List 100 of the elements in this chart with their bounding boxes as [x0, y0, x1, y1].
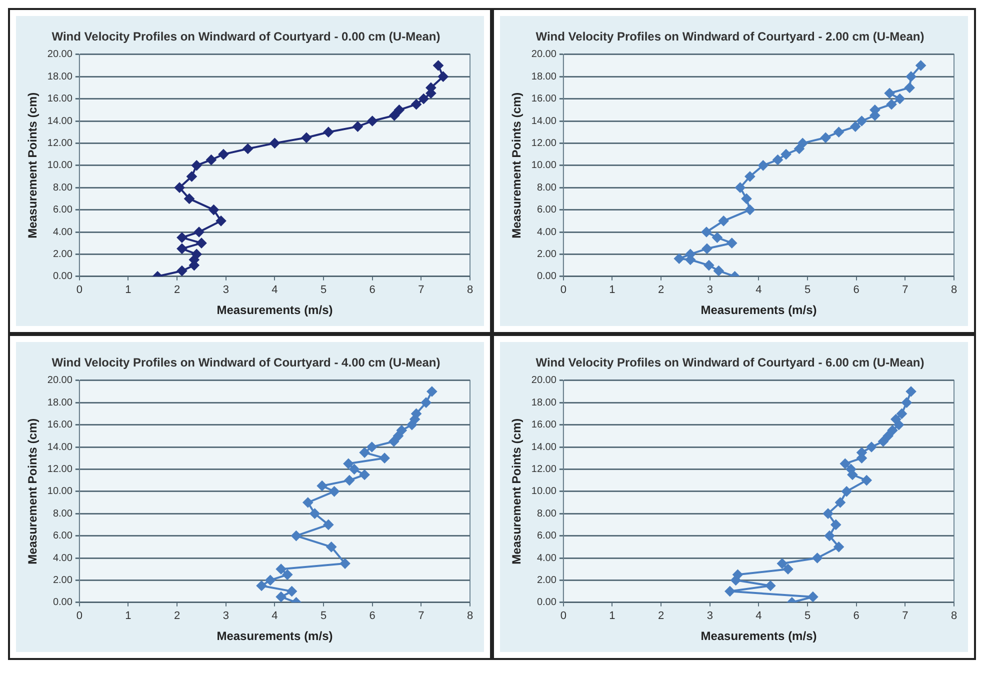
x-tick-label: 2 [174, 284, 180, 296]
x-tick-label: 2 [174, 610, 180, 622]
point [418, 94, 429, 104]
x-tick-label: 1 [125, 284, 132, 296]
point [282, 570, 292, 580]
point [343, 458, 354, 469]
point [735, 182, 746, 193]
point [323, 127, 334, 138]
point [426, 386, 437, 396]
point [884, 88, 895, 98]
y-tick-label: 6.00 [536, 530, 557, 542]
x-tick-label: 8 [950, 284, 958, 296]
point [323, 520, 334, 530]
point [906, 72, 916, 82]
point [732, 570, 743, 580]
point [896, 408, 907, 419]
y-tick-label: 16.00 [47, 94, 73, 105]
point [783, 564, 794, 574]
y-tick-label: 4.00 [536, 552, 557, 564]
point [270, 138, 280, 148]
chart-title: Wind Velocity Profiles on Windward of Courtyard - 2.00 cm (U-Mean) [536, 30, 924, 44]
y-tick-label: 6.00 [536, 204, 557, 216]
x-axis-title: Measurements (m/s) [216, 303, 333, 318]
y-tick-label: 18.00 [531, 71, 557, 82]
y-tick-label: 0.00 [536, 271, 557, 282]
point [812, 553, 822, 563]
y-tick-label: 18.00 [47, 71, 73, 82]
x-tick-label: 0 [76, 284, 82, 296]
point [317, 480, 328, 491]
point [674, 254, 684, 264]
point [890, 414, 901, 424]
chart-title: Wind Velocity Profiles on Windward of Courtyard - 4.00 cm (U-Mean) [52, 356, 440, 370]
point [265, 575, 276, 586]
x-tick-label: 5 [804, 610, 811, 622]
point [301, 132, 312, 143]
x-axis-title: Measurements (m/s) [700, 629, 817, 644]
x-tick-label: 2 [658, 610, 664, 622]
point [286, 586, 297, 596]
point [742, 194, 752, 204]
point [184, 194, 194, 204]
point [393, 430, 404, 441]
y-tick-label: 2.00 [52, 248, 73, 260]
x-tick-label: 8 [950, 610, 958, 622]
x-tick-label: 1 [609, 284, 616, 296]
x-tick-label: 7 [902, 284, 908, 296]
y-tick-label: 16.00 [531, 94, 557, 105]
y-tick-label: 16.00 [47, 420, 73, 431]
point [340, 558, 350, 569]
point [206, 154, 216, 165]
point [830, 520, 841, 530]
x-tick-label: 5 [320, 610, 327, 622]
point [808, 592, 818, 602]
y-tick-label: 14.00 [531, 116, 557, 127]
point [176, 244, 187, 254]
x-tick-label: 7 [418, 610, 424, 622]
point [772, 154, 783, 165]
point [886, 99, 897, 110]
x-tick-label: 3 [222, 284, 229, 296]
point [329, 486, 340, 496]
point [744, 204, 755, 215]
y-tick-label: 12.00 [531, 138, 557, 149]
point [349, 464, 360, 474]
x-tick-label: 0 [560, 610, 566, 622]
point [388, 436, 399, 446]
y-axis-title: Measurement Points (cm) [26, 418, 40, 564]
y-tick-label: 2.00 [536, 248, 557, 260]
point [196, 238, 206, 248]
x-tick-label: 4 [272, 610, 278, 622]
point [302, 498, 313, 508]
point [186, 172, 197, 182]
point [411, 408, 422, 419]
y-tick-label: 14.00 [47, 116, 73, 127]
y-tick-label: 6.00 [52, 204, 73, 216]
point [411, 99, 422, 110]
y-tick-label: 16.00 [531, 420, 557, 431]
point [906, 386, 916, 396]
x-tick-label: 3 [706, 610, 713, 622]
point [360, 470, 370, 480]
y-tick-label: 10.00 [531, 486, 557, 498]
x-tick-label: 8 [466, 610, 474, 622]
point [176, 232, 187, 243]
point [242, 144, 253, 154]
y-tick-label: 0.00 [52, 597, 73, 608]
y-tick-label: 2.00 [536, 574, 557, 586]
x-tick-label: 1 [125, 610, 132, 622]
point [192, 160, 202, 170]
x-tick-label: 7 [902, 610, 908, 622]
x-axis-title: Measurements (m/s) [700, 303, 817, 318]
y-tick-label: 18.00 [531, 397, 557, 408]
point [433, 60, 444, 70]
x-tick-label: 7 [418, 284, 424, 296]
x-tick-label: 2 [658, 284, 664, 296]
point [744, 172, 755, 182]
point [208, 204, 219, 215]
y-tick-label: 12.00 [47, 464, 73, 475]
x-tick-label: 0 [560, 284, 566, 296]
x-tick-label: 5 [804, 284, 811, 296]
point [394, 104, 404, 115]
point [276, 564, 286, 574]
y-tick-label: 0.00 [52, 271, 73, 282]
